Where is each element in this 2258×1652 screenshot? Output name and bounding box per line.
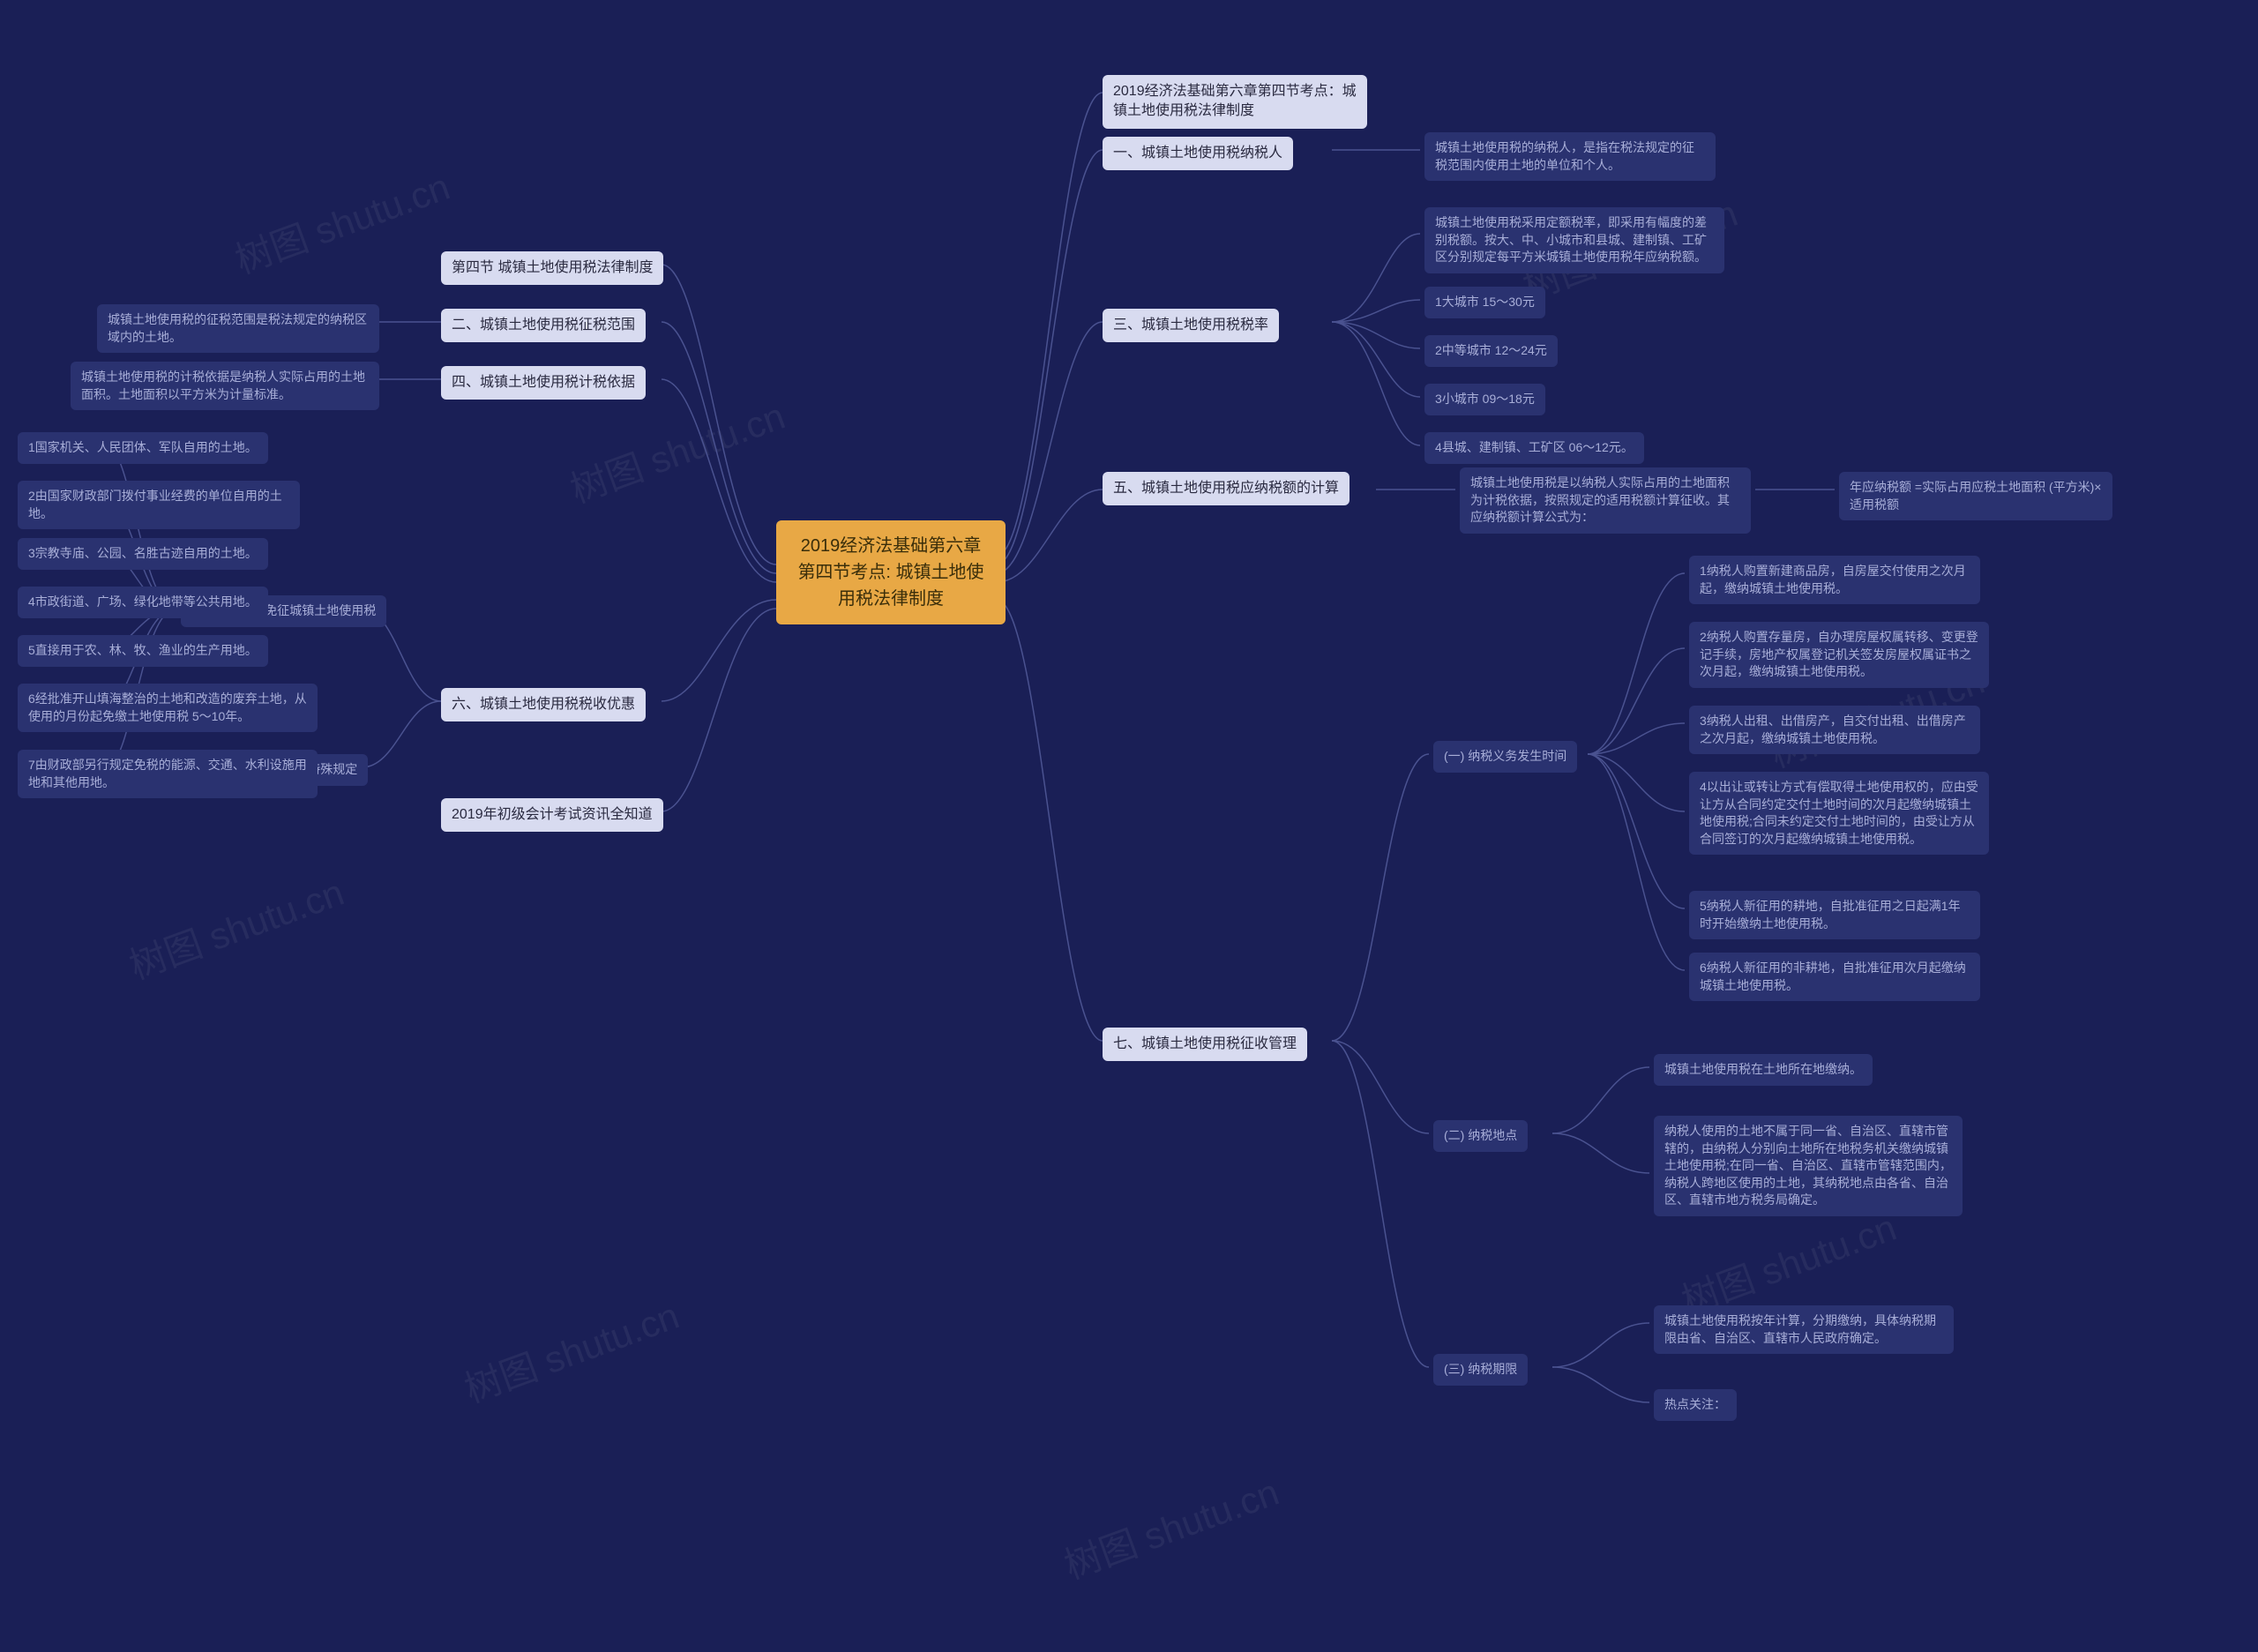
leaf-calc-1: 城镇土地使用税是以纳税人实际占用的土地面积为计税依据，按照规定的适用税额计算征收… [1460, 467, 1751, 534]
node-admin-period: (三) 纳税期限 [1433, 1354, 1528, 1386]
leaf-pref-1: 1国家机关、人民团体、军队自用的土地。 [18, 432, 268, 464]
leaf-scope: 城镇土地使用税的征税范围是税法规定的纳税区域内的土地。 [97, 304, 379, 353]
leaf-period-1: 热点关注： [1654, 1389, 1737, 1421]
leaf-calc-2: 年应纳税额 =实际占用应税土地面积 (平方米)×适用税额 [1839, 472, 2112, 520]
leaf-time-0: 1纳税人购置新建商品房，自房屋交付使用之次月起，缴纳城镇土地使用税。 [1689, 556, 1980, 604]
node-admin-place: (二) 纳税地点 [1433, 1120, 1528, 1152]
leaf-rate-3: 3小城市 09～18元 [1424, 384, 1545, 415]
node-heading: 2019经济法基础第六章第四节考点：城镇土地使用税法律制度 [1103, 75, 1367, 129]
leaf-rate-1: 1大城市 15～30元 [1424, 287, 1545, 318]
watermark: 树图 shutu.cn [227, 157, 456, 284]
leaf-place-0: 城镇土地使用税在土地所在地缴纳。 [1654, 1054, 1873, 1086]
root-node: 2019经济法基础第六章第四节考点: 城镇土地使用税法律制度 [776, 520, 1006, 624]
watermark: 树图 shutu.cn [121, 863, 350, 990]
node-admin: 七、城镇土地使用税征收管理 [1103, 1028, 1307, 1061]
watermark: 树图 shutu.cn [562, 386, 791, 513]
leaf-period-0: 城镇土地使用税按年计算，分期缴纳，具体纳税期限由省、自治区、直辖市人民政府确定。 [1654, 1305, 1954, 1354]
watermark: 树图 shutu.cn [1056, 1462, 1285, 1589]
node-taxpayer: 一、城镇土地使用税纳税人 [1103, 137, 1293, 170]
node-exam-info: 2019年初级会计考试资讯全知道 [441, 798, 663, 832]
leaf-pref-2: 2由国家财政部门拨付事业经费的单位自用的土地。 [18, 481, 300, 529]
node-scope: 二、城镇土地使用税征税范围 [441, 309, 646, 342]
leaf-pref-3: 3宗教寺庙、公园、名胜古迹自用的土地。 [18, 538, 268, 570]
node-calc: 五、城镇土地使用税应纳税额的计算 [1103, 472, 1350, 505]
leaf-pref-7: 7由财政部另行规定免税的能源、交通、水利设施用地和其他用地。 [18, 750, 318, 798]
node-section4: 第四节 城镇土地使用税法律制度 [441, 251, 663, 285]
leaf-time-2: 3纳税人出租、出借房产，自交付出租、出借房产之次月起，缴纳城镇土地使用税。 [1689, 706, 1980, 754]
node-basis: 四、城镇土地使用税计税依据 [441, 366, 646, 400]
leaf-time-1: 2纳税人购置存量房，自办理房屋权属转移、变更登记手续，房地产权属登记机关签发房屋… [1689, 622, 1989, 688]
leaf-pref-6: 6经批准开山填海整治的土地和改造的废弃土地，从使用的月份起免缴土地使用税 5～1… [18, 684, 318, 732]
leaf-time-3: 4以出让或转让方式有偿取得土地使用权的，应由受让方从合同约定交付土地时间的次月起… [1689, 772, 1989, 855]
leaf-rate-2: 2中等城市 12～24元 [1424, 335, 1558, 367]
node-rate: 三、城镇土地使用税税率 [1103, 309, 1279, 342]
leaf-pref-4: 4市政街道、广场、绿化地带等公共用地。 [18, 587, 268, 618]
leaf-basis: 城镇土地使用税的计税依据是纳税人实际占用的土地面积。土地面积以平方米为计量标准。 [71, 362, 379, 410]
leaf-time-4: 5纳税人新征用的耕地，自批准征用之日起满1年时开始缴纳土地使用税。 [1689, 891, 1980, 939]
leaf-time-5: 6纳税人新征用的非耕地，自批准征用次月起缴纳城镇土地使用税。 [1689, 953, 1980, 1001]
leaf-pref-5: 5直接用于农、林、牧、渔业的生产用地。 [18, 635, 268, 667]
watermark: 树图 shutu.cn [456, 1286, 685, 1413]
leaf-rate-0: 城镇土地使用税采用定额税率，即采用有幅度的差别税额。按大、中、小城市和县城、建制… [1424, 207, 1724, 273]
leaf-taxpayer: 城镇土地使用税的纳税人，是指在税法规定的征税范围内使用土地的单位和个人。 [1424, 132, 1716, 181]
leaf-rate-4: 4县城、建制镇、工矿区 06～12元。 [1424, 432, 1644, 464]
node-admin-time: (一) 纳税义务发生时间 [1433, 741, 1577, 773]
leaf-place-1: 纳税人使用的土地不属于同一省、自治区、直辖市管辖的，由纳税人分别向土地所在地税务… [1654, 1116, 1963, 1216]
node-preferential: 六、城镇土地使用税税收优惠 [441, 688, 646, 721]
